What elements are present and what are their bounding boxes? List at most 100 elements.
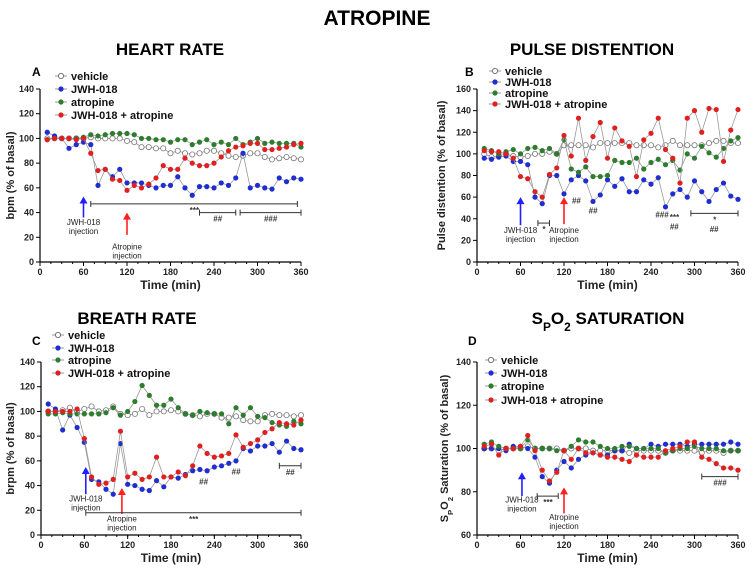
data-point <box>189 192 195 198</box>
data-point <box>226 421 232 427</box>
data-point <box>488 445 495 452</box>
data-point <box>160 408 167 415</box>
data-point <box>218 139 224 145</box>
data-point <box>138 135 145 142</box>
text-span: S <box>532 309 543 328</box>
data-point <box>720 180 727 186</box>
data-point <box>254 150 261 157</box>
data-point <box>503 445 509 452</box>
data-point <box>677 180 683 186</box>
y-tick-label: 60 <box>461 192 471 202</box>
y-tick-label: 20 <box>461 235 471 245</box>
data-point <box>735 467 741 473</box>
data-point <box>524 153 531 160</box>
data-point <box>81 436 87 442</box>
data-point <box>735 140 742 147</box>
data-point <box>160 137 166 143</box>
data-point <box>298 144 304 150</box>
significance-label: ## <box>670 222 679 231</box>
y-tick-label: 120 <box>456 127 471 137</box>
data-point <box>590 439 596 445</box>
data-point <box>44 137 50 143</box>
data-point <box>247 150 254 157</box>
data-point <box>525 432 531 439</box>
data-point <box>691 178 698 184</box>
data-point <box>190 463 196 469</box>
significance-label: ## <box>589 206 598 215</box>
y-tick-label: 80 <box>25 431 35 441</box>
data-point <box>211 411 217 417</box>
data-point <box>247 448 254 454</box>
data-point <box>233 135 239 142</box>
data-point <box>254 135 261 142</box>
data-point <box>160 145 167 152</box>
data-point <box>655 156 661 162</box>
legend-marker <box>55 357 61 363</box>
data-point <box>146 474 152 480</box>
data-point <box>525 176 531 182</box>
data-point <box>240 143 246 149</box>
data-point <box>138 185 145 191</box>
data-point <box>655 115 661 121</box>
data-point <box>110 405 116 411</box>
data-point <box>276 449 282 455</box>
data-point <box>181 150 188 157</box>
data-point <box>190 412 196 418</box>
significance-label: ## <box>232 467 241 476</box>
legend-marker <box>488 383 494 389</box>
legend-entry: JWH-018 <box>505 77 551 89</box>
data-point <box>211 185 217 191</box>
data-point <box>633 142 640 149</box>
data-point <box>197 408 203 415</box>
data-point <box>626 458 632 465</box>
panel-title: HEART RATE <box>116 40 224 59</box>
data-point <box>81 405 88 412</box>
data-point <box>655 144 662 151</box>
data-point <box>116 135 123 142</box>
data-point <box>633 155 640 161</box>
data-point <box>510 155 516 161</box>
injection-label: JWH-018 <box>505 496 539 505</box>
data-point <box>641 166 647 172</box>
text-span: S <box>439 515 451 522</box>
data-point <box>160 163 166 169</box>
data-point <box>125 481 131 487</box>
y-tick-label: 120 <box>19 109 34 119</box>
y-tick-label: 60 <box>461 530 471 540</box>
significance-label: * <box>713 215 717 224</box>
legend-entry: vehicle <box>501 355 538 367</box>
data-point <box>175 405 181 411</box>
data-point <box>255 443 261 449</box>
data-point <box>488 441 495 447</box>
data-point <box>117 177 123 184</box>
series-jwh-018 <box>44 129 304 198</box>
data-point <box>269 440 275 447</box>
injection-label: Atropine <box>549 226 579 235</box>
data-point <box>648 181 654 187</box>
data-point <box>517 151 524 157</box>
data-point <box>167 139 174 145</box>
data-point <box>691 439 698 445</box>
data-point <box>503 151 509 157</box>
x-tick-label: 60 <box>515 267 525 277</box>
series-atropine <box>481 135 741 180</box>
x-tick-label: 300 <box>250 540 265 550</box>
data-point <box>189 142 195 148</box>
data-point <box>684 439 690 445</box>
significance-label: ## <box>710 225 719 234</box>
data-point <box>240 412 246 418</box>
data-point <box>713 186 719 193</box>
data-point <box>102 132 108 138</box>
y-tick-label: 80 <box>24 158 34 168</box>
data-point <box>655 175 661 181</box>
data-point <box>196 413 203 420</box>
x-tick-label: 60 <box>78 267 88 277</box>
data-point <box>131 139 138 146</box>
data-point <box>138 144 145 151</box>
data-point <box>218 463 225 469</box>
data-point <box>276 140 282 146</box>
data-point <box>539 445 545 452</box>
data-point <box>684 115 690 121</box>
data-point <box>196 163 203 169</box>
data-point <box>88 132 94 138</box>
